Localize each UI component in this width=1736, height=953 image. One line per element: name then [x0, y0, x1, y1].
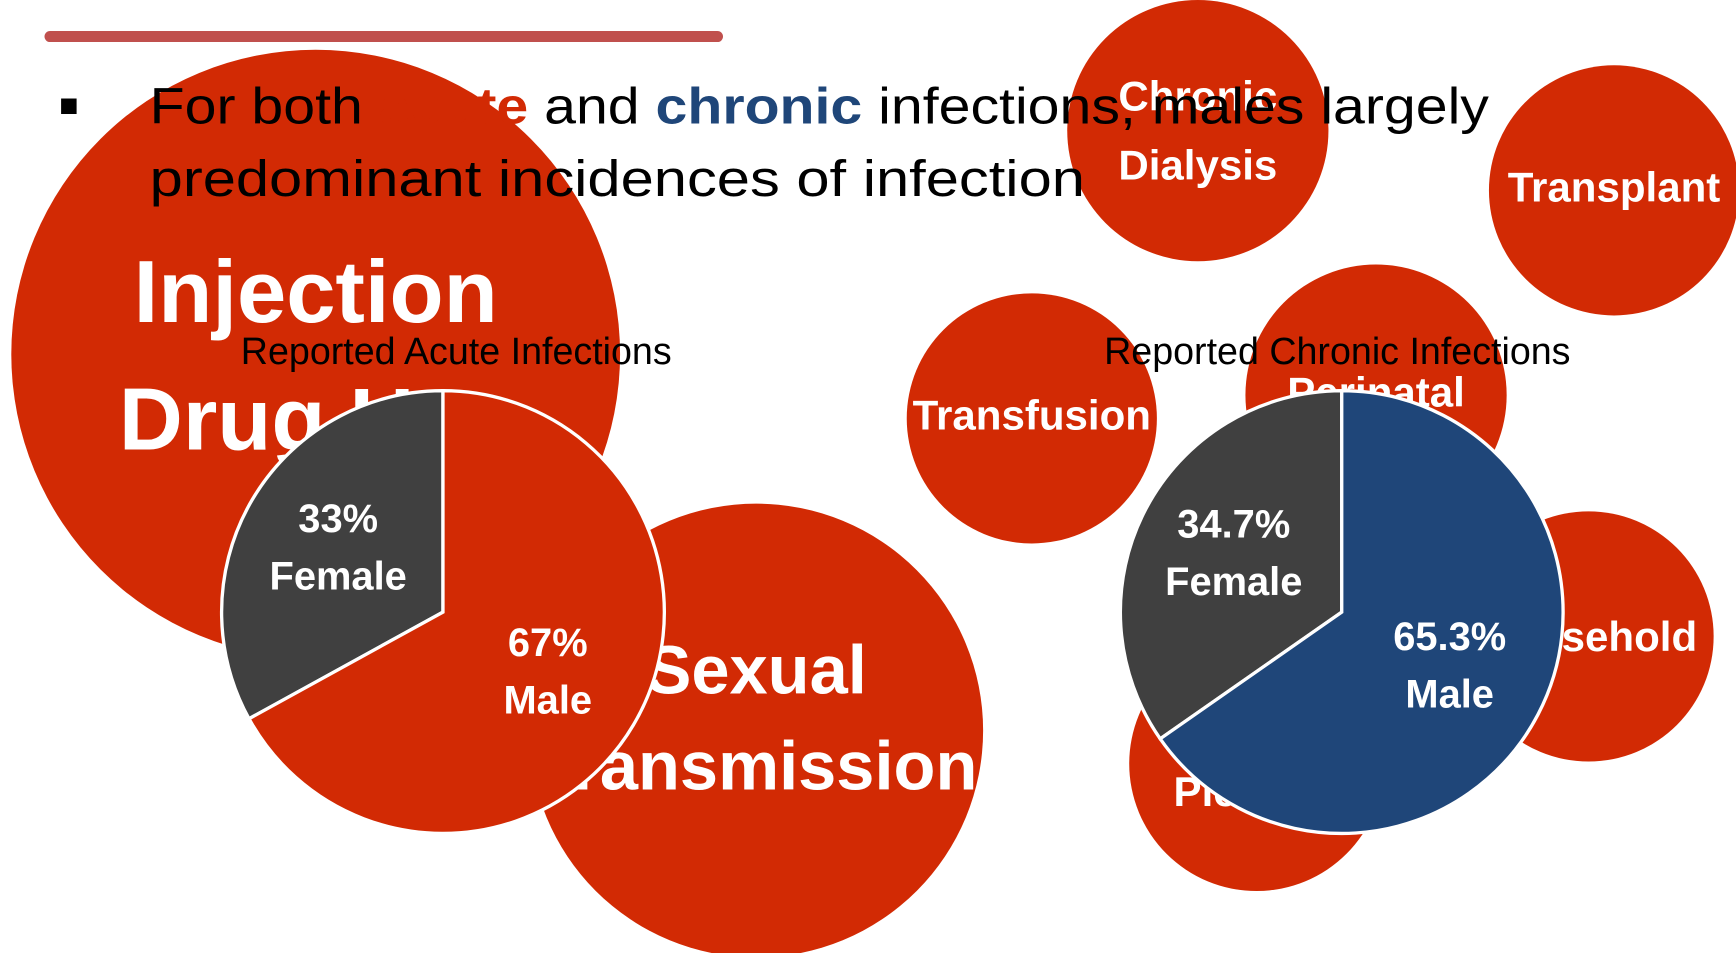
- bubble-label: Injection: [134, 242, 498, 341]
- pie-slice: [1157, 389, 1565, 836]
- pie-slice: [1118, 389, 1344, 742]
- category-label: Male: [1405, 673, 1494, 717]
- bullet-line: For both acute and chronic infections, m…: [150, 78, 1490, 135]
- chart-title: Reported Acute Infections: [241, 330, 672, 372]
- data-label: 34.7%: [1177, 503, 1290, 547]
- bullet-line: predominant incidences of infection: [150, 150, 1085, 207]
- bubble-label: Transfusion: [913, 391, 1151, 438]
- bubble-label: Dialysis: [1118, 141, 1277, 188]
- category-label: Male: [503, 678, 592, 722]
- bullet-chronic: chronic: [656, 78, 863, 135]
- bullet-text: infections, males largely: [862, 78, 1489, 135]
- bullet-marker: [61, 98, 77, 115]
- bubble: [906, 293, 1157, 544]
- bubble-label: Transplant: [1508, 163, 1721, 210]
- bullet-text: For both: [150, 78, 379, 135]
- pies: Reported Acute Infections 33% Female 67% Mal…: [219, 330, 1571, 836]
- data-label: 33%: [298, 497, 378, 541]
- bullet-acute: acute: [379, 78, 529, 135]
- bubble: [1067, 0, 1329, 262]
- bubble: [1488, 65, 1736, 316]
- data-label: 65.3%: [1393, 615, 1506, 659]
- pie-slice: [246, 389, 666, 836]
- bubble-label: Chronic: [1118, 73, 1277, 120]
- chart-title: Reported Chronic Infections: [1104, 330, 1570, 372]
- pie-slice: [219, 389, 445, 721]
- data-label: 67%: [508, 621, 588, 665]
- bullet-text: and: [528, 78, 655, 135]
- bubble-label: Sexual: [646, 631, 867, 708]
- category-label: Female: [1165, 560, 1302, 604]
- category-label: Female: [270, 554, 407, 598]
